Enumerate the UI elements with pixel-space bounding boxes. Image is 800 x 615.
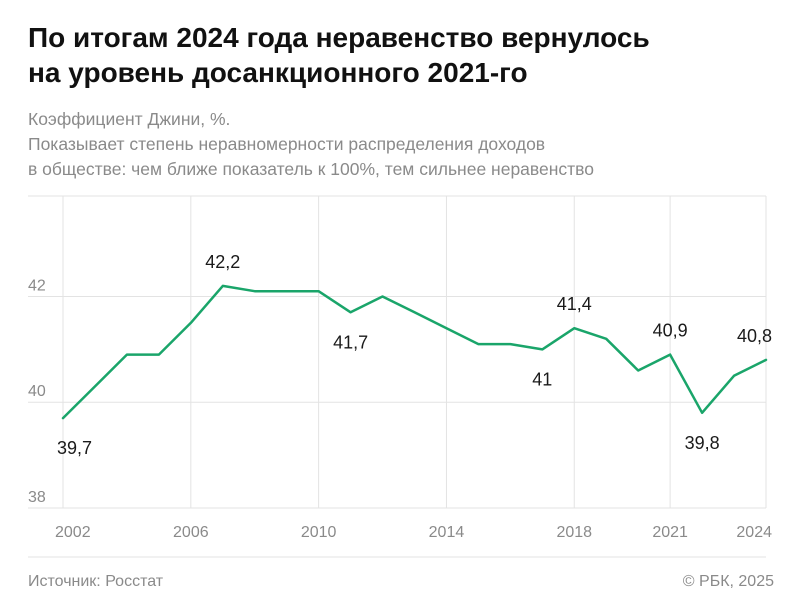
y-tick-label: 40 bbox=[28, 383, 46, 400]
data-label: 41 bbox=[532, 369, 552, 389]
chart-title-line-1: По итогам 2024 года неравенство вернулос… bbox=[28, 22, 650, 53]
x-tick-label: 2021 bbox=[652, 524, 688, 541]
data-labels: 39,7 42,2 41,7 41 41,4 40,9 39,8 40,8 bbox=[57, 252, 772, 458]
grid-lines bbox=[28, 195, 767, 558]
data-label: 40,9 bbox=[653, 321, 688, 341]
axis-ticks: 38 40 42 2002 2006 2010 2014 2018 2021 2024 bbox=[28, 277, 772, 541]
chart-subtitle-line-2: Показывает степень неравномерности распр… bbox=[28, 134, 546, 154]
series-line-0 bbox=[61, 284, 768, 420]
x-tick-label: 2018 bbox=[556, 524, 592, 541]
y-tick-label: 42 bbox=[28, 277, 46, 294]
chart-title-line-2: на уровень досанкционного 2021-го bbox=[28, 57, 528, 88]
x-tick-label: 2024 bbox=[736, 524, 772, 541]
data-label: 41,4 bbox=[557, 294, 592, 314]
data-label: 40,8 bbox=[737, 326, 772, 346]
chart-subtitle-line-3: в обществе: чем ближе показатель к 100%,… bbox=[28, 159, 595, 179]
chart-title: По итогам 2024 года неравенство вернулос… bbox=[28, 20, 778, 90]
chart-subtitle: Коэффициент Джини, %. Показывает степень… bbox=[28, 107, 778, 182]
x-tick-label: 2010 bbox=[301, 524, 337, 541]
series-lines bbox=[61, 284, 768, 420]
x-tick-label: 2002 bbox=[55, 524, 91, 541]
y-tick-label: 38 bbox=[28, 489, 46, 506]
source-note: Источник: Росстат bbox=[28, 573, 164, 590]
data-label: 39,8 bbox=[685, 433, 720, 453]
chart-subtitle-line-1: Коэффициент Джини, %. bbox=[28, 109, 231, 129]
data-label: 41,7 bbox=[333, 332, 368, 352]
data-label: 42,2 bbox=[205, 252, 240, 272]
data-label: 39,7 bbox=[57, 438, 92, 458]
copyright-note: © РБК, 2025 bbox=[682, 573, 774, 590]
x-tick-label: 2014 bbox=[429, 524, 465, 541]
x-tick-label: 2006 bbox=[173, 524, 209, 541]
